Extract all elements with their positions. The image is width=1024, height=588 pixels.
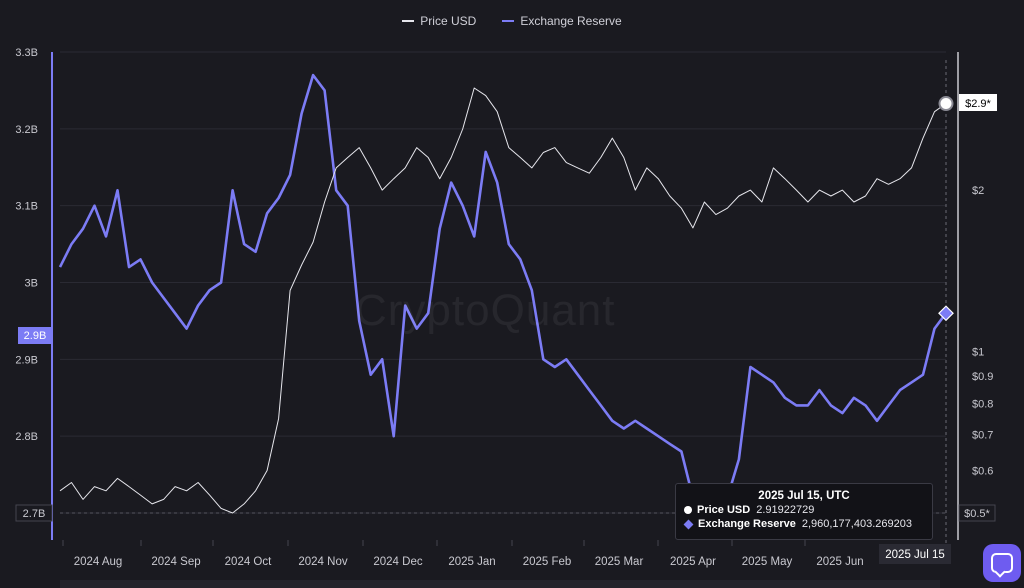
legend-item-price[interactable]: Price USD bbox=[402, 14, 476, 28]
right-current-label: $2.9* bbox=[965, 98, 991, 110]
watermark: CryptoQuant bbox=[355, 286, 616, 335]
tooltip-row-reserve: Exchange Reserve 2,960,177,403.269203 bbox=[683, 518, 932, 530]
right-tick-label: $1 bbox=[972, 347, 984, 359]
hover-tooltip: 2025 Jul 15, UTC Price USD 2.91922729 Ex… bbox=[675, 483, 933, 540]
left-current-tag bbox=[18, 327, 52, 344]
left-tick-label: 3.3B bbox=[15, 47, 38, 59]
x-hover-label: 2025 Jul 15 bbox=[885, 549, 944, 561]
right-tick-label: $2 bbox=[972, 185, 984, 197]
chat-icon bbox=[991, 553, 1013, 573]
series-line-exchange-reserve[interactable] bbox=[58, 73, 948, 507]
left-tick-label: 2.8B bbox=[15, 431, 38, 443]
x-tick-label: 2024 Dec bbox=[373, 556, 422, 568]
left-level-label: 2.7B bbox=[23, 508, 46, 520]
right-tick-label: $0.6 bbox=[972, 466, 993, 478]
right-tick-label: $0.8 bbox=[972, 399, 993, 411]
right-level-tag bbox=[958, 504, 996, 522]
x-tick-label: 2025 Mar bbox=[595, 556, 644, 568]
reserve-swatch bbox=[502, 20, 515, 22]
tooltip-price-label: Price USD bbox=[697, 504, 751, 516]
price-hover-marker bbox=[938, 96, 954, 112]
series-line-price-usd[interactable] bbox=[59, 87, 947, 514]
right-current-tag bbox=[959, 94, 997, 111]
x-tick-label: 2024 Nov bbox=[298, 556, 347, 568]
x-tick-label: 2025 Feb bbox=[523, 556, 572, 568]
tooltip-row-price: Price USD 2.91922729 bbox=[684, 504, 932, 516]
price-dot-icon bbox=[684, 506, 692, 514]
legend: Price USD Exchange Reserve bbox=[0, 14, 1024, 28]
reserve-diamond-icon bbox=[683, 519, 694, 529]
price-swatch bbox=[402, 20, 415, 22]
x-tick-label: 2024 Aug bbox=[74, 556, 123, 568]
left-tick-label: 2.9B bbox=[15, 354, 38, 366]
left-tick-label: 3B bbox=[25, 278, 38, 290]
left-tick-label: 3.1B bbox=[15, 201, 38, 213]
left-tick-label: 3.2B bbox=[15, 124, 38, 136]
legend-label-reserve: Exchange Reserve bbox=[520, 14, 622, 28]
left-level-tag bbox=[15, 504, 53, 522]
left-current-label: 2.9B bbox=[24, 330, 47, 342]
chat-button[interactable] bbox=[983, 544, 1021, 582]
legend-label-price: Price USD bbox=[420, 14, 477, 28]
tooltip-date: 2025 Jul 15, UTC bbox=[758, 490, 850, 502]
right-level-label: $0.5* bbox=[964, 508, 990, 520]
legend-item-reserve[interactable]: Exchange Reserve bbox=[502, 14, 622, 28]
tooltip-reserve-label: Exchange Reserve bbox=[698, 518, 796, 530]
tooltip-reserve-value: 2,960,177,403.269203 bbox=[801, 518, 912, 530]
x-hover-tag bbox=[879, 544, 951, 564]
right-tick-label: $0.7 bbox=[972, 430, 993, 442]
right-tick-label: $0.9 bbox=[972, 371, 993, 383]
range-navigator[interactable] bbox=[60, 580, 940, 588]
reserve-hover-marker bbox=[938, 305, 954, 322]
x-tick-label: 2025 Apr bbox=[670, 556, 716, 568]
x-tick-label: 2025 May bbox=[742, 556, 793, 568]
x-tick-label: 2024 Sep bbox=[151, 556, 200, 568]
x-tick-label: 2025 Jan bbox=[448, 556, 495, 568]
tooltip-price-value: 2.91922729 bbox=[756, 504, 815, 516]
x-tick-label: 2024 Oct bbox=[225, 556, 272, 568]
x-tick-label: 2025 Jun bbox=[816, 556, 863, 568]
